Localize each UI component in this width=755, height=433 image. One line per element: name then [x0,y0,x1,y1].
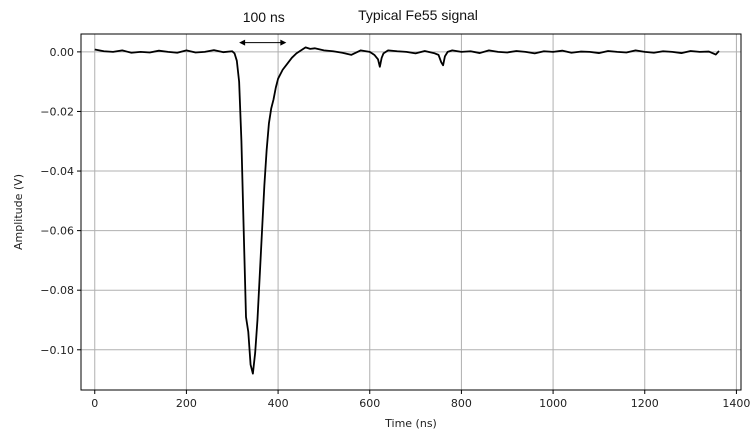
y-tick-label: 0.00 [50,46,75,59]
y-tick-label: −0.04 [40,165,74,178]
x-tick-label: 200 [176,397,197,410]
x-axis-label: Time (ns) [384,417,437,430]
signal-line [94,46,720,375]
duration-arrow-head-left [239,39,246,46]
x-tick-label: 1200 [631,397,659,410]
annotations: 100 ns Typical Fe55 signal [239,7,478,46]
y-tick-label: −0.06 [40,225,74,238]
duration-annotation: 100 ns [243,9,285,25]
y-tick-label: −0.10 [40,344,74,357]
axis-ticks: 0 200 400 600 800 1000 1200 1400 0.00 −0.02 −0.04 −… [40,46,750,410]
y-axis-label: Amplitude (V) [12,174,25,250]
x-tick-label: 800 [451,397,472,410]
x-tick-label: 0 [91,397,98,410]
duration-arrow-head-right [280,39,287,46]
gridlines [81,34,741,390]
x-tick-label: 1400 [722,397,750,410]
x-tick-label: 1000 [539,397,567,410]
x-tick-label: 400 [268,397,289,410]
y-tick-label: −0.08 [40,284,74,297]
y-tick-label: −0.02 [40,105,74,118]
plot-area-frame [80,33,742,391]
series-group [94,46,720,375]
signal-title-annotation: Typical Fe55 signal [358,7,478,23]
x-tick-label: 600 [359,397,380,410]
